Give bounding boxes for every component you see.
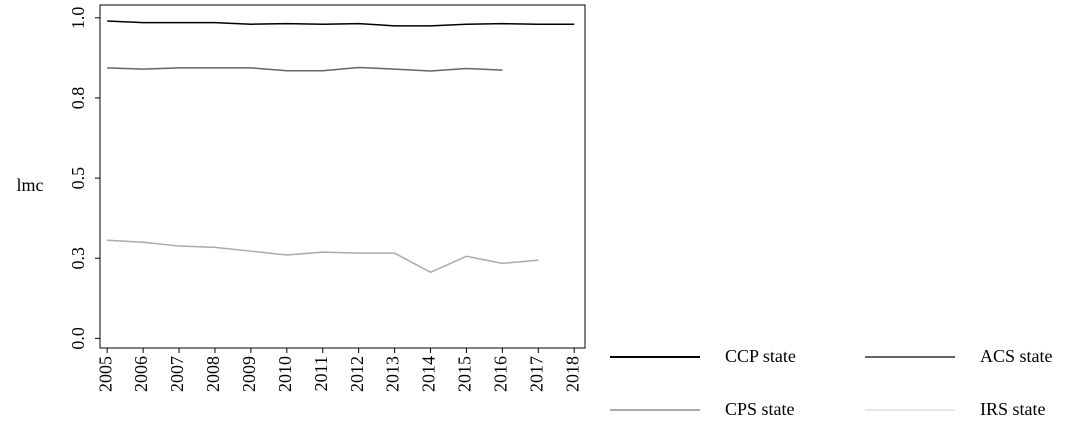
legend-label: CPS state bbox=[725, 399, 795, 419]
legend-label: CCP state bbox=[725, 346, 796, 366]
series-line bbox=[107, 239, 539, 274]
legend-label: ACS state bbox=[980, 346, 1053, 366]
y-tick-label: 0.8 bbox=[68, 87, 88, 110]
legend-label: IRS state bbox=[980, 399, 1046, 419]
y-tick-label: 1.0 bbox=[68, 7, 88, 30]
x-tick-label: 2016 bbox=[490, 356, 510, 392]
x-tick-label: 2017 bbox=[526, 356, 546, 392]
x-tick-label: 2009 bbox=[239, 356, 259, 392]
x-tick-label: 2010 bbox=[275, 356, 295, 392]
series-line bbox=[107, 66, 503, 72]
y-tick-label: 0.3 bbox=[68, 247, 88, 270]
x-tick-label: 2014 bbox=[419, 356, 439, 392]
x-tick-label: 2006 bbox=[131, 356, 151, 392]
y-tick-label: 0.5 bbox=[68, 167, 88, 190]
x-tick-label: 2007 bbox=[167, 356, 187, 392]
x-tick-label: 2018 bbox=[562, 356, 582, 392]
series-line bbox=[107, 20, 575, 27]
x-tick-label: 2008 bbox=[203, 356, 223, 392]
y-tick-label: 0.0 bbox=[68, 327, 88, 350]
plot-frame bbox=[99, 4, 586, 349]
x-tick-label: 2013 bbox=[383, 356, 403, 392]
y-axis-label: lmc bbox=[17, 175, 44, 195]
x-tick-label: 2012 bbox=[347, 356, 367, 392]
x-tick-label: 2005 bbox=[95, 356, 115, 392]
x-tick-label: 2015 bbox=[455, 356, 475, 392]
x-tick-label: 2011 bbox=[311, 356, 331, 391]
